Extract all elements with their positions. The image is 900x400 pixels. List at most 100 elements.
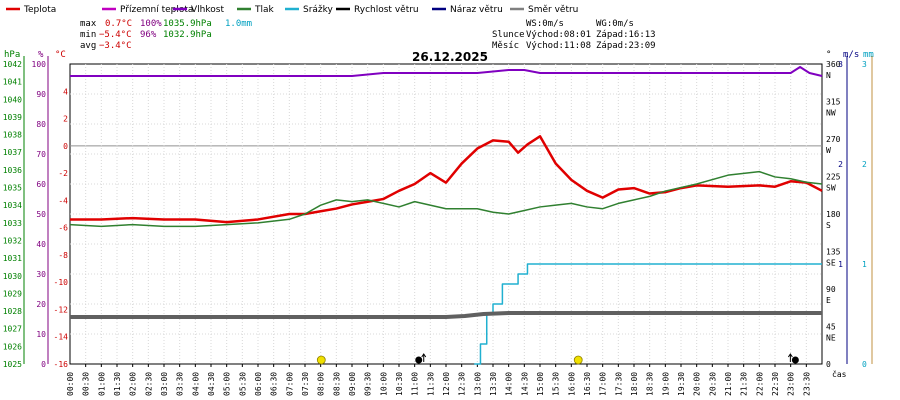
legend-item: Teplota	[6, 5, 56, 15]
humidity-tick-label: 80	[36, 120, 46, 129]
sunrise-marker	[316, 355, 326, 365]
moonset-marker	[791, 356, 799, 364]
series-line-sr-ky	[474, 263, 822, 365]
temperature-tick-label: 2	[63, 115, 68, 124]
pressure-tick-label: 1042	[3, 60, 22, 69]
direction-compass-label: W	[826, 146, 831, 155]
legend-item: Směr větru	[510, 5, 578, 15]
x-tick-label: 01:00	[97, 372, 106, 396]
rain-tick-label: 2	[862, 160, 867, 169]
humidity-tick-label: 20	[36, 300, 46, 309]
wind-unit-label: m/s	[843, 50, 859, 60]
x-tick-label: 22:30	[771, 372, 780, 396]
x-tick-label: 05:30	[238, 372, 247, 396]
humidity-tick-label: 40	[36, 240, 46, 249]
rain-tick-label: 0	[862, 360, 867, 369]
direction-compass-label: S	[826, 221, 831, 230]
x-tick-label: 14:00	[505, 372, 514, 396]
legend-item: Srážky	[285, 5, 334, 15]
pressure-tick-label: 1025	[3, 360, 22, 369]
temperature-tick-label: -2	[58, 169, 68, 178]
legend-label: Přízemní teplota	[120, 5, 193, 15]
rain-tick-label: 1	[862, 260, 867, 269]
sunset-marker	[573, 355, 583, 365]
temperature-tick-label: -6	[58, 224, 68, 233]
humidity-tick-label: 10	[36, 330, 46, 339]
moonrise-marker	[415, 356, 423, 364]
x-tick-label: 21:30	[740, 372, 749, 396]
pressure-tick-label: 1038	[3, 131, 22, 140]
pressure-tick-label: 1031	[3, 254, 22, 263]
stat-avg-label: avg	[80, 41, 96, 50]
legend-item: Tlak	[237, 5, 275, 15]
direction-tick-label: 0	[826, 360, 831, 369]
temperature-tick-label: -10	[54, 278, 69, 287]
x-tick-label: 17:30	[614, 372, 623, 396]
legend-item: Rychlost větru	[336, 5, 419, 15]
x-tick-label: 03:00	[160, 372, 169, 396]
legend-label: Tlak	[254, 5, 275, 15]
pressure-tick-label: 1033	[3, 219, 22, 228]
x-tick-label: 11:30	[426, 372, 435, 396]
stat-avg-temp: −3.4°C	[99, 41, 132, 50]
x-tick-label: 02:30	[144, 372, 153, 396]
direction-compass-label: N	[826, 71, 831, 80]
pressure-tick-label: 1034	[3, 201, 22, 210]
temperature-tick-label: 0	[63, 142, 68, 151]
series-line-vlhkost	[70, 66, 823, 77]
humidity-tick-label: 70	[36, 150, 46, 159]
x-tick-label: 01:30	[113, 372, 122, 396]
series-line-rychlost-v-tru	[70, 311, 822, 319]
pressure-tick-label: 1036	[3, 166, 22, 175]
x-tick-label: 03:30	[176, 372, 185, 396]
moon-set: Západ:23:09	[596, 41, 656, 50]
pressure-unit-label: hPa	[4, 50, 20, 60]
x-tick-label: 23:30	[802, 372, 811, 396]
humidity-tick-label: 0	[41, 360, 46, 369]
x-tick-label: 02:00	[129, 372, 138, 396]
x-tick-label: 16:00	[567, 372, 576, 396]
direction-tick-label: 225	[826, 173, 841, 182]
humidity-tick-label: 60	[36, 180, 46, 189]
pressure-tick-label: 1035	[3, 184, 22, 193]
pressure-tick-label: 1032	[3, 236, 22, 245]
temperature-unit-label: °C	[55, 50, 66, 60]
x-tick-label: 06:30	[270, 372, 279, 396]
humidity-tick-label: 50	[36, 210, 46, 219]
direction-compass-label: NW	[826, 109, 836, 118]
x-tick-label: 12:30	[458, 372, 467, 396]
direction-compass-label: SW	[826, 184, 836, 193]
x-tick-label: 08:00	[317, 372, 326, 396]
stat-min-temp: −5.4°C	[99, 30, 132, 40]
pressure-tick-label: 1037	[3, 148, 22, 157]
x-tick-label: 22:00	[755, 372, 764, 396]
x-tick-label: 07:30	[301, 372, 310, 396]
x-tick-label: 04:00	[191, 372, 200, 396]
direction-tick-label: 180	[826, 210, 841, 219]
x-tick-label: 04:30	[207, 372, 216, 396]
x-tick-label: 05:00	[223, 372, 232, 396]
wind-tick-label: 3	[838, 60, 843, 69]
x-tick-label: 15:00	[536, 372, 545, 396]
legend-label: Náraz větru	[450, 5, 503, 15]
pressure-tick-label: 1028	[3, 307, 22, 316]
x-tick-label: 15:30	[552, 372, 561, 396]
x-tick-label: 11:00	[411, 372, 420, 396]
x-tick-label: 07:00	[285, 372, 294, 396]
humidity-tick-label: 30	[36, 270, 46, 279]
x-tick-label: 00:00	[66, 372, 75, 396]
wind-tick-label: 2	[838, 160, 843, 169]
direction-unit-label: °	[826, 50, 831, 60]
temperature-tick-label: -4	[58, 196, 68, 205]
moon-rise: Východ:11:08	[526, 41, 591, 50]
stat-min-label: min	[80, 30, 96, 40]
temperature-tick-label: -12	[54, 305, 69, 314]
sun-set: Západ:16:13	[596, 30, 656, 40]
stat-min-press: 1032.9hPa	[163, 30, 212, 40]
sun-rise: Východ:08:01	[526, 30, 591, 40]
humidity-tick-label: 90	[36, 90, 46, 99]
direction-tick-label: 315	[826, 98, 841, 107]
legend-item: Náraz větru	[432, 5, 503, 15]
x-tick-label: 17:00	[599, 372, 608, 396]
